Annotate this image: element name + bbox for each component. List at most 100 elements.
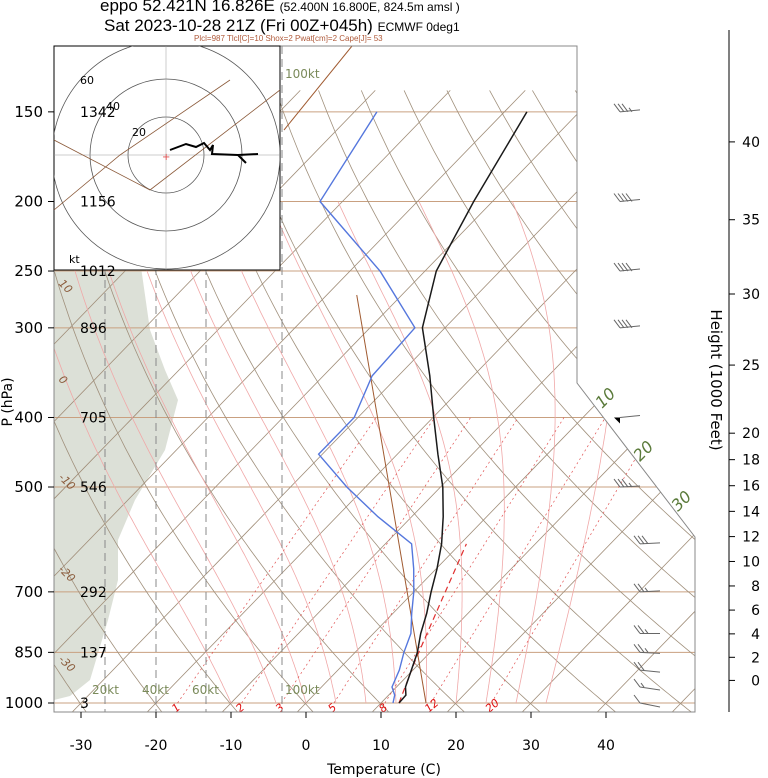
wind-barb <box>633 644 661 654</box>
x-tick-label: -10 <box>220 738 243 754</box>
geopotential-height-label: 546 <box>80 480 107 496</box>
hodograph-ring-label: 40 <box>106 100 120 113</box>
x-tick-label: 20 <box>447 738 465 754</box>
wind-barb-feather <box>637 535 645 545</box>
y-tick-label: 200 <box>14 192 43 210</box>
mixing-ratio-label: 8 <box>376 701 390 715</box>
x-tick-label: 0 <box>302 738 311 754</box>
height-tick-label: 20 <box>742 426 760 442</box>
mixing-ratio-label: 3 <box>273 701 287 715</box>
mixing-ratio-label: 1 <box>169 701 183 715</box>
wind-barb-half <box>640 682 645 688</box>
chart-subtitle: Sat 2023-10-28 21Z (Fri 00Z+045h) ECMWF … <box>104 16 460 36</box>
x-tick-label: 40 <box>597 738 615 754</box>
x-axis-label: Temperature (C) <box>326 762 441 778</box>
geopotential-height-label: 1342 <box>80 105 116 121</box>
mixing-ratio-label: 2 <box>233 701 247 715</box>
wind-barb <box>633 678 661 691</box>
hodograph-trace <box>54 89 280 191</box>
wind-barb-feather <box>641 535 649 545</box>
wind-barb <box>614 414 641 424</box>
wind-barb-staff <box>639 702 661 708</box>
height-tick-label: 6 <box>751 603 760 619</box>
wet-bulb-line <box>283 46 353 131</box>
dry-adiabat <box>318 90 695 712</box>
temperature-profile <box>398 111 528 704</box>
wind-speed-label: 100kt <box>285 683 320 697</box>
wind-barb-feather <box>617 319 625 329</box>
mixing-ratio-line <box>491 417 660 704</box>
geopotential-height-label: 1156 <box>80 194 116 210</box>
wind-barb-feather <box>637 583 645 593</box>
dry-adiabat <box>61 90 396 712</box>
moist-adiabat <box>165 201 367 704</box>
isotherm-label: -20 <box>577 81 609 113</box>
height-tick-label: 12 <box>742 530 760 546</box>
wind-barb-half <box>644 629 649 634</box>
moist-adiabat <box>269 201 427 704</box>
wind-barb-feather <box>637 644 645 653</box>
height-tick-label: 40 <box>742 135 760 151</box>
isotherm-line <box>65 90 676 712</box>
isotherm-line <box>440 90 695 712</box>
dry-adiabat <box>275 90 695 712</box>
stability-indices: Plcl=987 Tlcl[C]=10 Shox=2 Pwat[cm]=2 Ca… <box>194 34 383 43</box>
isotherm-line <box>590 90 695 712</box>
hodograph-ring-label: 60 <box>80 74 94 87</box>
moist-adiabat <box>124 201 337 704</box>
wind-barb <box>613 478 641 488</box>
geopotential-height-label: 896 <box>80 321 107 337</box>
height-tick-label: 8 <box>751 579 760 595</box>
moist-adiabat <box>418 201 505 704</box>
hodograph-unit-label: kt <box>69 253 80 266</box>
wind-barb-feather <box>633 644 641 653</box>
height-tick-label: 0 <box>751 673 760 689</box>
hodograph-ring-label: 20 <box>132 126 146 139</box>
wind-barb-feather <box>633 583 641 593</box>
hodograph-wind-trace <box>169 141 259 164</box>
x-tick-label: -30 <box>70 738 93 754</box>
wind-barb-feather <box>621 193 629 202</box>
height-tick-label: 18 <box>742 453 760 469</box>
wind-barb-half <box>644 648 649 653</box>
dewpoint-profile <box>317 111 416 704</box>
height-tick-label: 14 <box>742 504 760 520</box>
model-name: ECMWF 0deg1 <box>377 20 460 34</box>
dry-adiabat <box>104 90 472 712</box>
wind-barb-feather <box>613 478 621 488</box>
wind-barb <box>633 535 661 545</box>
isotherm-line <box>741 90 768 718</box>
wind-barb <box>613 319 641 329</box>
wind-speed-label: 100kt <box>285 67 320 81</box>
geopotential-height-label: 1012 <box>80 264 116 280</box>
wind-barb-staff <box>639 651 661 654</box>
y-tick-label: 250 <box>14 262 43 280</box>
wind-barb-feather <box>637 625 645 634</box>
x-tick-label: -20 <box>145 738 168 754</box>
geopotential-height-label: 705 <box>80 410 107 426</box>
moist-adiabat <box>56 201 277 704</box>
wind-barb-feather <box>621 262 629 272</box>
mixing-ratio-line <box>333 417 519 704</box>
y-tick-label: 300 <box>14 319 43 337</box>
height-tick-label: 4 <box>751 627 760 643</box>
y-tick-label: 500 <box>14 478 43 496</box>
wind-barb-feather <box>617 262 625 272</box>
wind-barb-feather <box>613 193 621 202</box>
wind-barb-feather <box>617 478 625 488</box>
wind-barb-feather <box>621 319 629 329</box>
wind-barb-feather <box>613 103 621 113</box>
dry-adiabat <box>54 90 92 712</box>
moist-adiabat <box>88 201 307 704</box>
wind-barb-staff <box>619 414 641 418</box>
y-tick-label: 150 <box>14 103 43 121</box>
parcel-path <box>398 543 467 704</box>
wind-barb-flag <box>614 417 620 424</box>
wind-barb <box>613 262 641 272</box>
wind-barb-feather <box>617 193 625 202</box>
wind-barb-half <box>628 482 633 488</box>
wind-barb-feather <box>633 661 641 671</box>
wind-barb-feather <box>625 262 633 272</box>
dry-adiabat <box>54 90 320 712</box>
wind-barb <box>633 694 661 708</box>
